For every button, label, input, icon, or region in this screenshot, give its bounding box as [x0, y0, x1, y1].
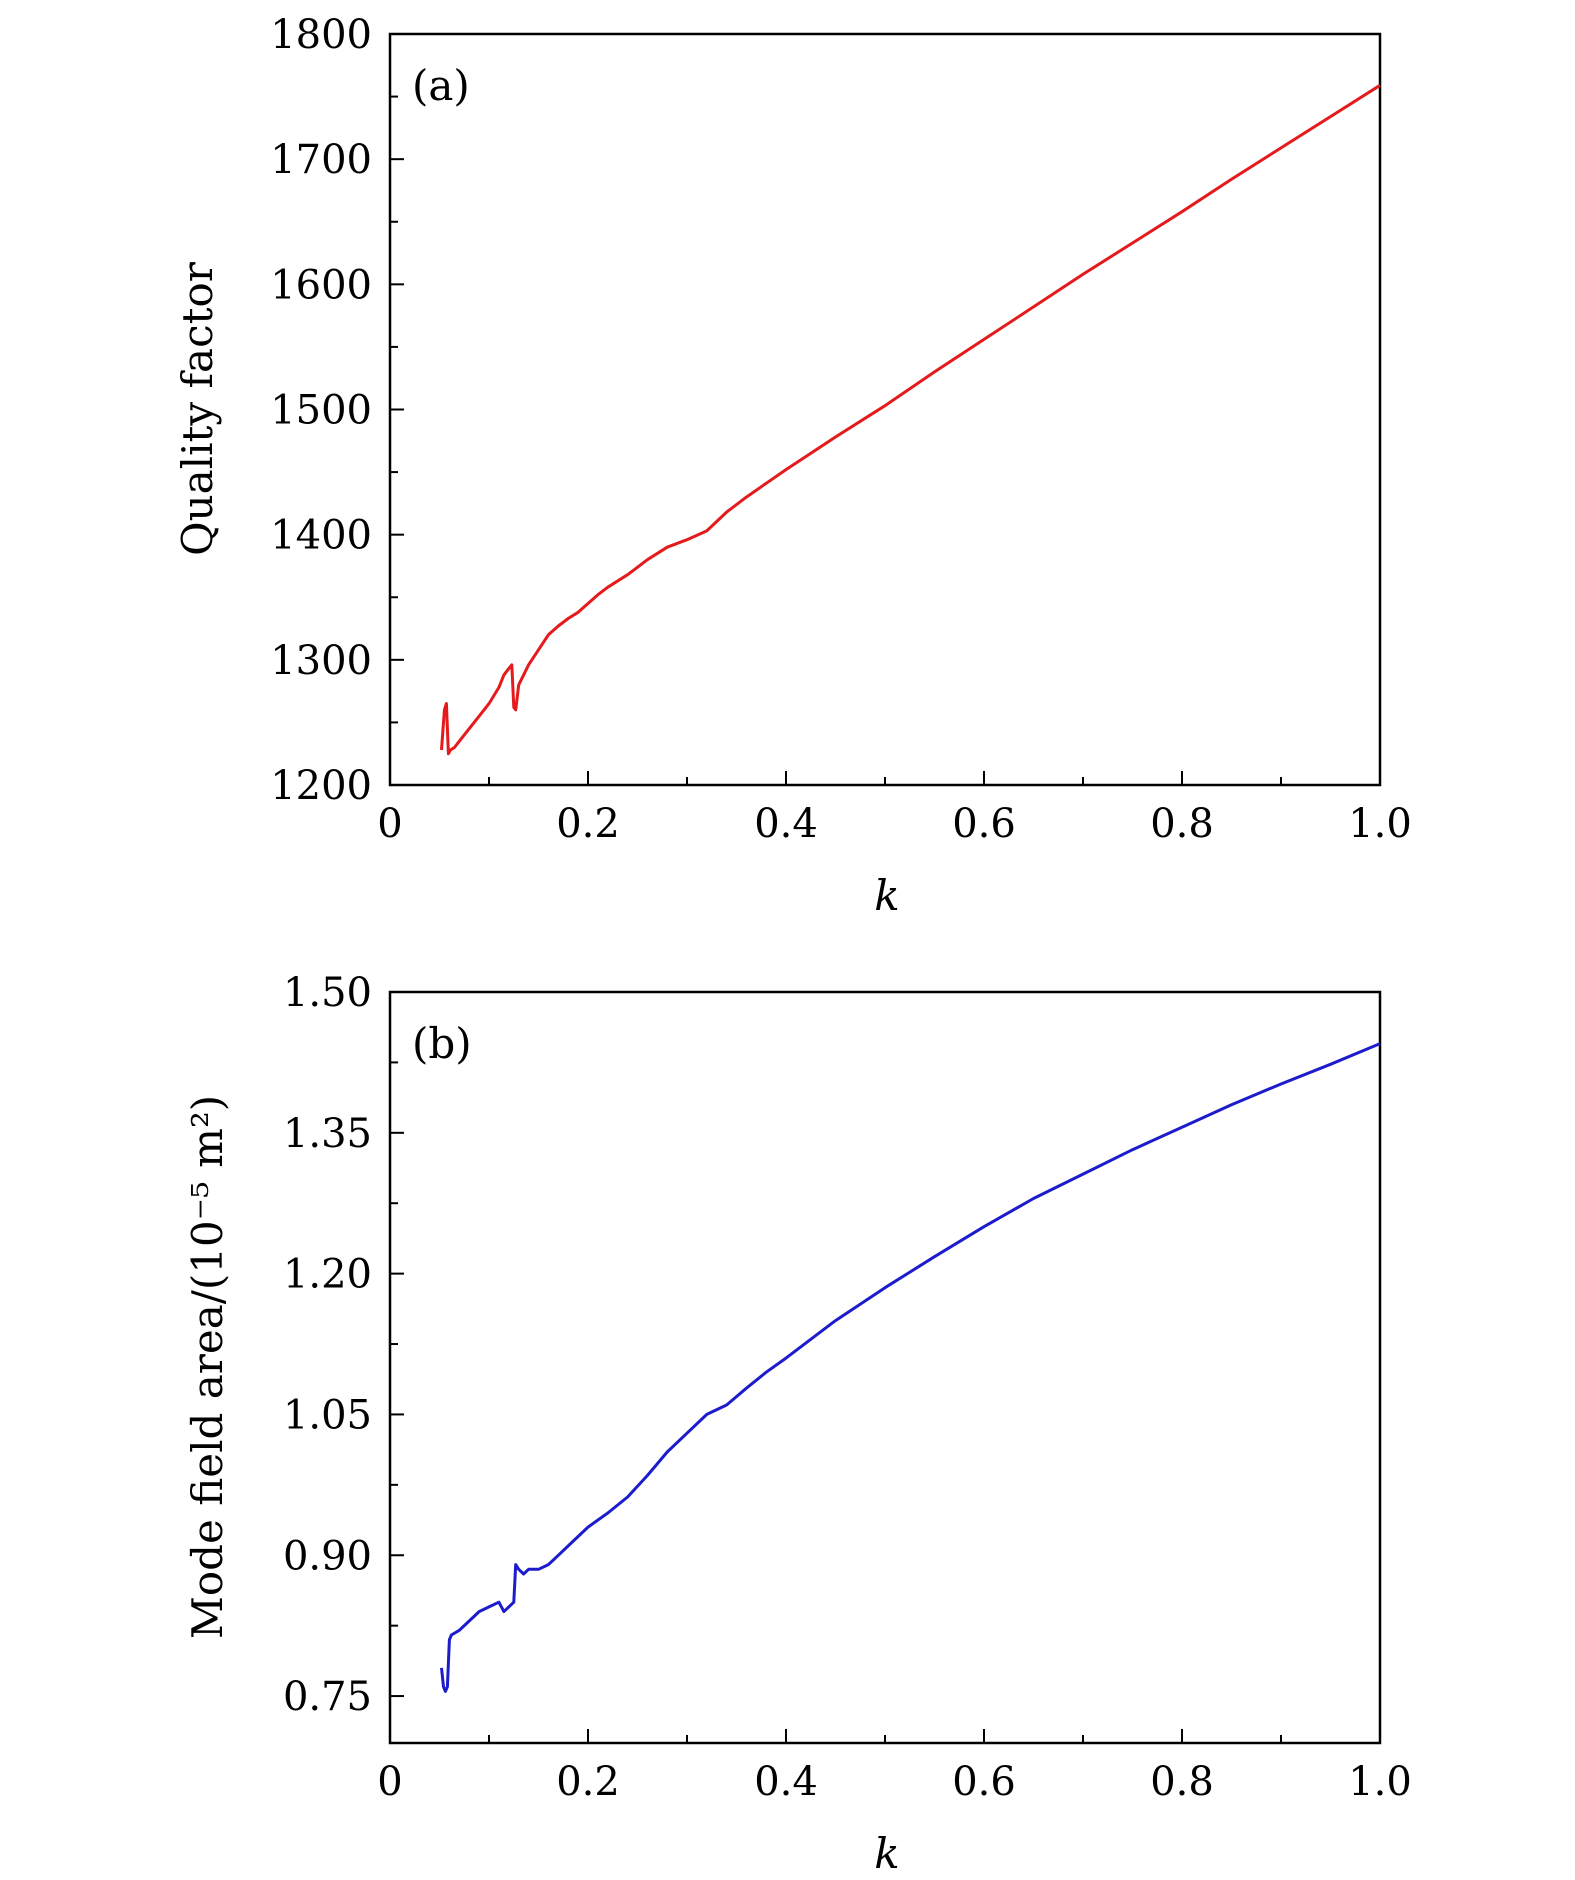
panel-a-y-tick-label: 1400	[270, 513, 372, 559]
panel-b-x-tick-label: 0	[377, 1759, 402, 1805]
panel-b: (b) Mode field area/(10⁻⁵ m²) k 0 0.2 0.4 0…	[183, 970, 1412, 1878]
panel-a-x-axis-title: k	[874, 871, 899, 920]
panel-b-y-tick-label: 1.35	[283, 1111, 372, 1157]
panel-b-y-ticks: 0.75 0.90 1.05 1.20 1.35 1.50	[283, 970, 404, 1720]
panel-b-x-tick-label: 0.8	[1150, 1759, 1214, 1805]
panel-a-frame	[388, 32, 1382, 787]
panel-a-y-axis-title: Quality factor	[173, 261, 222, 556]
panel-b-y-tick-label: 1.05	[283, 1392, 372, 1438]
panel-b-x-tick-label: 0.6	[952, 1759, 1016, 1805]
panel-b-x-axis-title: k	[874, 1829, 899, 1878]
panel-a: (a) Quality factor k 0 0.2 0.4 0.6 0.8 1.0 12…	[173, 12, 1412, 920]
panel-b-series-line	[440, 1042, 1381, 1693]
panel-a-y-tick-label: 1300	[270, 638, 372, 684]
panel-a-y-tick-label: 1500	[270, 388, 372, 434]
panel-a-x-tick-label: 0.8	[1150, 801, 1214, 847]
panel-a-y-tick-label: 1700	[270, 137, 372, 183]
panel-a-y-tick-label: 1800	[270, 12, 372, 58]
panel-b-x-tick-label: 1.0	[1348, 1759, 1412, 1805]
panel-a-x-tick-label: 0.4	[754, 801, 818, 847]
panel-a-y-tick-label: 1600	[270, 262, 372, 308]
panel-a-y-tick-label: 1200	[270, 763, 372, 809]
panel-b-x-ticks: 0 0.2 0.4 0.6 0.8 1.0	[377, 1729, 1412, 1805]
panel-b-y-axis-title: Mode field area/(10⁻⁵ m²)	[183, 1095, 232, 1639]
panel-a-series-line	[440, 84, 1381, 756]
panel-a-x-tick-label: 0	[377, 801, 402, 847]
panel-b-label: (b)	[412, 1019, 472, 1068]
panel-a-x-tick-label: 0.6	[952, 801, 1016, 847]
panel-a-x-ticks: 0 0.2 0.4 0.6 0.8 1.0	[377, 771, 1412, 847]
panel-b-y-tick-label: 1.50	[283, 970, 372, 1016]
panel-a-x-tick-label: 1.0	[1348, 801, 1412, 847]
panel-a-y-ticks: 1200 1300 1400 1500 1600 1700 1800	[270, 12, 404, 809]
panel-a-label: (a)	[412, 61, 470, 110]
panel-a-x-tick-label: 0.2	[556, 801, 620, 847]
panel-b-y-tick-label: 0.75	[283, 1674, 372, 1720]
panel-b-x-tick-label: 0.4	[754, 1759, 818, 1805]
panel-b-y-tick-label: 1.20	[283, 1252, 372, 1298]
panel-b-x-tick-label: 0.2	[556, 1759, 620, 1805]
panel-b-y-tick-label: 0.90	[283, 1533, 372, 1579]
